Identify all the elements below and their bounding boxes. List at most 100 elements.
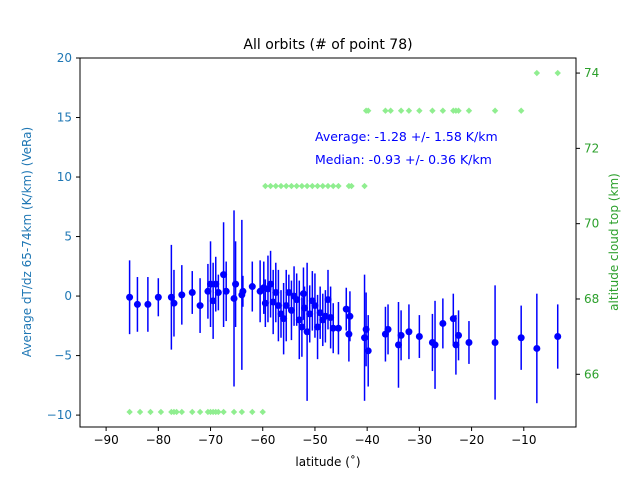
y-tick-label-left: −10	[47, 408, 72, 422]
gradient-point	[342, 305, 350, 313]
cloud-top-point	[147, 408, 154, 416]
gradient-point	[126, 293, 134, 301]
y-tick-label-right: 70	[584, 217, 599, 231]
cloud-top-point	[319, 182, 326, 190]
gradient-point	[361, 334, 369, 342]
cloud-top-point	[178, 408, 186, 416]
x-tick-label: −30	[407, 433, 432, 447]
gradient-point	[144, 300, 152, 308]
cloud-top-point	[173, 408, 180, 416]
x-tick-label: −50	[302, 433, 327, 447]
gradient-point	[384, 325, 392, 333]
cloud-top-point	[455, 107, 462, 114]
gradient-point	[321, 312, 329, 320]
cloud-top-point	[416, 107, 423, 114]
gradient-point	[554, 333, 562, 341]
annotations: Average: -1.28 +/- 1.58 K/km Median: -0.…	[315, 129, 498, 167]
gradient-point	[167, 293, 175, 301]
y-tick-label-left: 0	[64, 289, 72, 303]
median-annotation: Median: -0.93 +/- 0.36 K/km	[315, 152, 492, 167]
gradient-point	[329, 324, 337, 332]
gradient-point	[209, 297, 217, 305]
gradient-point	[299, 290, 307, 298]
y-tick-label-left: 5	[64, 230, 72, 244]
y-tick-label-right: 72	[584, 141, 599, 155]
cloud-top-point	[387, 107, 394, 114]
gradient-point	[204, 287, 212, 295]
cloud-top-point	[136, 408, 144, 416]
cloud-top-point	[405, 107, 413, 114]
x-axis-label: latitude (˚)	[295, 454, 360, 469]
gradient-point	[293, 296, 301, 304]
cloud-top-point	[439, 107, 447, 114]
x-tick-label: −60	[250, 433, 275, 447]
cloud-top-point	[277, 182, 285, 190]
gradient-point	[397, 331, 405, 339]
gradient-point	[364, 347, 372, 355]
y-axis-left: −10 −5 0 5 10 15 20	[47, 51, 80, 422]
cloud-top-point	[215, 408, 222, 416]
gradient-point	[345, 330, 353, 338]
gradient-point	[491, 338, 499, 346]
plot-area	[126, 69, 562, 416]
gradient-point	[188, 288, 196, 296]
chart-title: All orbits (# of point 78)	[243, 37, 412, 53]
gradient-point	[207, 280, 215, 288]
cloud-top-point	[283, 182, 290, 190]
cloud-top-point	[348, 182, 355, 190]
cloud-top-point	[262, 182, 269, 190]
y-tick-label-right: 66	[584, 367, 599, 381]
gradient-point	[280, 315, 288, 323]
gradient-point	[405, 328, 413, 336]
cloud-top-point	[397, 107, 405, 114]
y-axis-right: 66 68 70 72 74	[576, 66, 599, 381]
gradient-point	[465, 338, 473, 346]
cloud-top-point	[126, 408, 133, 416]
gradient-point	[455, 331, 463, 339]
gradient-point	[214, 288, 222, 296]
gradient-point	[298, 323, 306, 331]
x-tick-label: −90	[93, 433, 118, 447]
x-tick-label: −40	[354, 433, 379, 447]
gradient-point	[178, 291, 186, 299]
gradient-point	[154, 293, 162, 301]
gradient-point	[362, 325, 370, 333]
y-tick-label-right: 68	[584, 292, 599, 306]
gradient-point	[222, 287, 230, 295]
average-annotation: Average: -1.28 +/- 1.58 K/km	[315, 129, 498, 144]
cloud-top-point	[533, 69, 541, 77]
cloud-top-point	[196, 408, 204, 416]
cloud-top-point	[259, 408, 266, 416]
cloud-top-point	[303, 182, 311, 190]
gradient-point	[220, 271, 228, 279]
gradient-point	[232, 280, 240, 288]
x-tick-label: −70	[198, 433, 223, 447]
gradient-point	[415, 333, 423, 341]
gradient-point	[306, 310, 314, 318]
gradient-point	[239, 287, 247, 295]
cloud-top-point	[324, 182, 332, 190]
gradient-point	[285, 288, 293, 296]
gradient-point	[452, 341, 460, 349]
gradient-point	[133, 300, 141, 308]
cloud-top-point	[238, 408, 246, 416]
gradient-point	[439, 319, 447, 327]
cloud-top-point	[361, 182, 368, 190]
cloud-top-point	[220, 408, 227, 416]
cloud-top-point	[309, 182, 316, 190]
cloud-top-point	[554, 69, 561, 77]
gradient-point	[311, 302, 319, 310]
cloud-top-point	[157, 408, 165, 416]
y-tick-label-left: 15	[57, 111, 72, 125]
gradient-point	[346, 312, 354, 320]
x-tick-label: −10	[511, 433, 536, 447]
cloud-top-point	[465, 107, 473, 114]
gradient-point	[517, 334, 525, 342]
cloud-top-point	[272, 182, 279, 190]
gradient-point	[272, 288, 280, 296]
cloud-top-point	[298, 182, 306, 190]
cloud-top-point	[314, 182, 321, 190]
gradient-point	[327, 313, 335, 321]
gradient-point	[269, 298, 277, 306]
